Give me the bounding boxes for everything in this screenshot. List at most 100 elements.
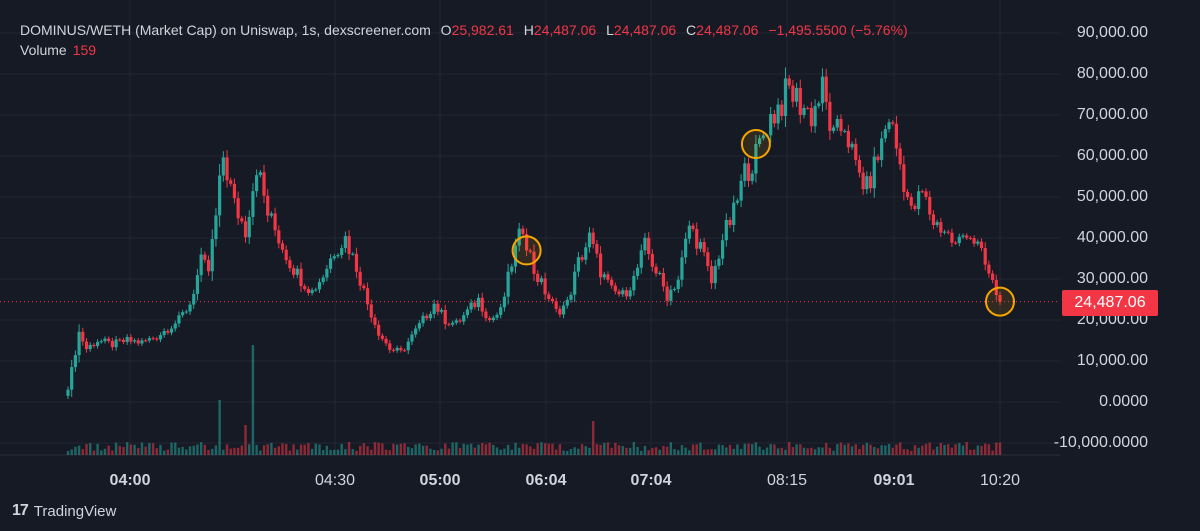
candle-body — [384, 338, 388, 344]
candle-body — [173, 323, 177, 329]
volume-bar — [351, 449, 354, 455]
y-tick-label: 30,000.00 — [1076, 270, 1148, 287]
volume-bar — [347, 442, 351, 455]
volume-bar — [584, 446, 587, 455]
volume-bar — [103, 448, 107, 455]
high-value: 24,487.06 — [533, 22, 597, 38]
volume-bar — [776, 448, 780, 455]
volume-bar — [407, 446, 410, 455]
candle-body — [140, 340, 144, 344]
volume-bar — [432, 449, 436, 455]
volume-bar — [532, 448, 536, 455]
volume-bar — [821, 447, 824, 455]
volume-bar — [495, 447, 499, 455]
volume-bar — [669, 442, 673, 455]
candle-body — [632, 275, 636, 291]
volume-bar — [429, 448, 432, 455]
volume-bar — [810, 447, 813, 455]
candle-body — [917, 191, 921, 210]
candle-body — [769, 113, 773, 136]
candle-body — [661, 272, 666, 287]
candle-body — [580, 257, 584, 260]
candle-body — [913, 205, 917, 210]
candle-body — [462, 315, 466, 322]
candle-body — [88, 344, 92, 350]
candle-body — [147, 338, 151, 341]
candle-body — [99, 341, 103, 343]
candle-body — [103, 338, 107, 342]
candle-body — [813, 106, 817, 127]
close-label: C — [686, 22, 697, 38]
candle-body — [303, 286, 307, 289]
candle-body — [894, 123, 899, 149]
volume-bar — [499, 449, 502, 455]
x-tick-label: 04:30 — [314, 472, 356, 489]
candle-body — [236, 198, 240, 219]
volume-bar — [636, 447, 639, 455]
volume-bar — [865, 442, 869, 455]
candle-body — [598, 253, 603, 278]
volume-bar — [414, 444, 417, 455]
volume-bar — [939, 442, 943, 455]
candle-body — [787, 78, 791, 86]
candle-body — [587, 232, 592, 248]
candle-body — [850, 143, 854, 148]
volume-bar — [174, 442, 177, 455]
candle-body — [876, 156, 880, 161]
volume-bar — [336, 449, 340, 455]
volume-bar — [958, 443, 961, 455]
volume-bar — [166, 449, 170, 455]
candle-body — [277, 230, 281, 244]
volume-bar — [839, 442, 843, 455]
tradingview-branding[interactable]: 17 TradingView — [12, 502, 116, 520]
volume-bar — [447, 448, 451, 455]
y-tick-label: -10,000.0000 — [1053, 434, 1148, 451]
candle-body — [295, 268, 299, 275]
candle-body — [706, 252, 710, 267]
volume-bar — [991, 450, 994, 455]
candle-body — [983, 248, 987, 265]
volume-bar — [70, 449, 73, 455]
volume-bar — [240, 445, 244, 455]
candle-body — [794, 87, 799, 102]
volume-bar — [148, 443, 151, 455]
volume-bar — [362, 443, 366, 455]
volume-bar — [910, 450, 913, 455]
candle-body — [107, 338, 111, 341]
candle-body — [340, 248, 344, 256]
volume-bar — [854, 444, 857, 455]
volume-bar — [536, 443, 539, 455]
candle-body — [835, 118, 839, 128]
volume-bar — [817, 447, 820, 455]
volume-bar — [207, 449, 210, 455]
candle-body — [565, 299, 569, 306]
candle-body — [902, 164, 906, 192]
volume-bar — [725, 447, 728, 455]
candle-body — [857, 159, 862, 173]
candle-body — [868, 176, 873, 189]
volume-bar — [410, 448, 414, 455]
candle-body — [746, 163, 751, 182]
candle-body — [521, 228, 525, 235]
volume-bar — [780, 447, 783, 455]
volume-bar — [884, 445, 887, 455]
high-label: H — [523, 22, 534, 38]
candle-body — [861, 172, 865, 190]
volume-bar — [225, 444, 229, 455]
volume-bar — [188, 446, 192, 455]
candle-body — [129, 336, 133, 342]
candle-body — [428, 314, 433, 319]
candle-body — [547, 294, 551, 299]
candle-body — [613, 285, 617, 292]
volume-bar — [898, 442, 902, 455]
volume-bar — [688, 450, 691, 455]
candle-body — [499, 307, 503, 315]
candle-body — [957, 236, 961, 244]
candle-body — [576, 257, 580, 272]
volume-bar — [787, 442, 791, 455]
volume-bar — [296, 449, 299, 455]
volume-bar — [906, 449, 909, 455]
volume-bar — [850, 446, 854, 455]
volume-bar — [403, 443, 406, 455]
